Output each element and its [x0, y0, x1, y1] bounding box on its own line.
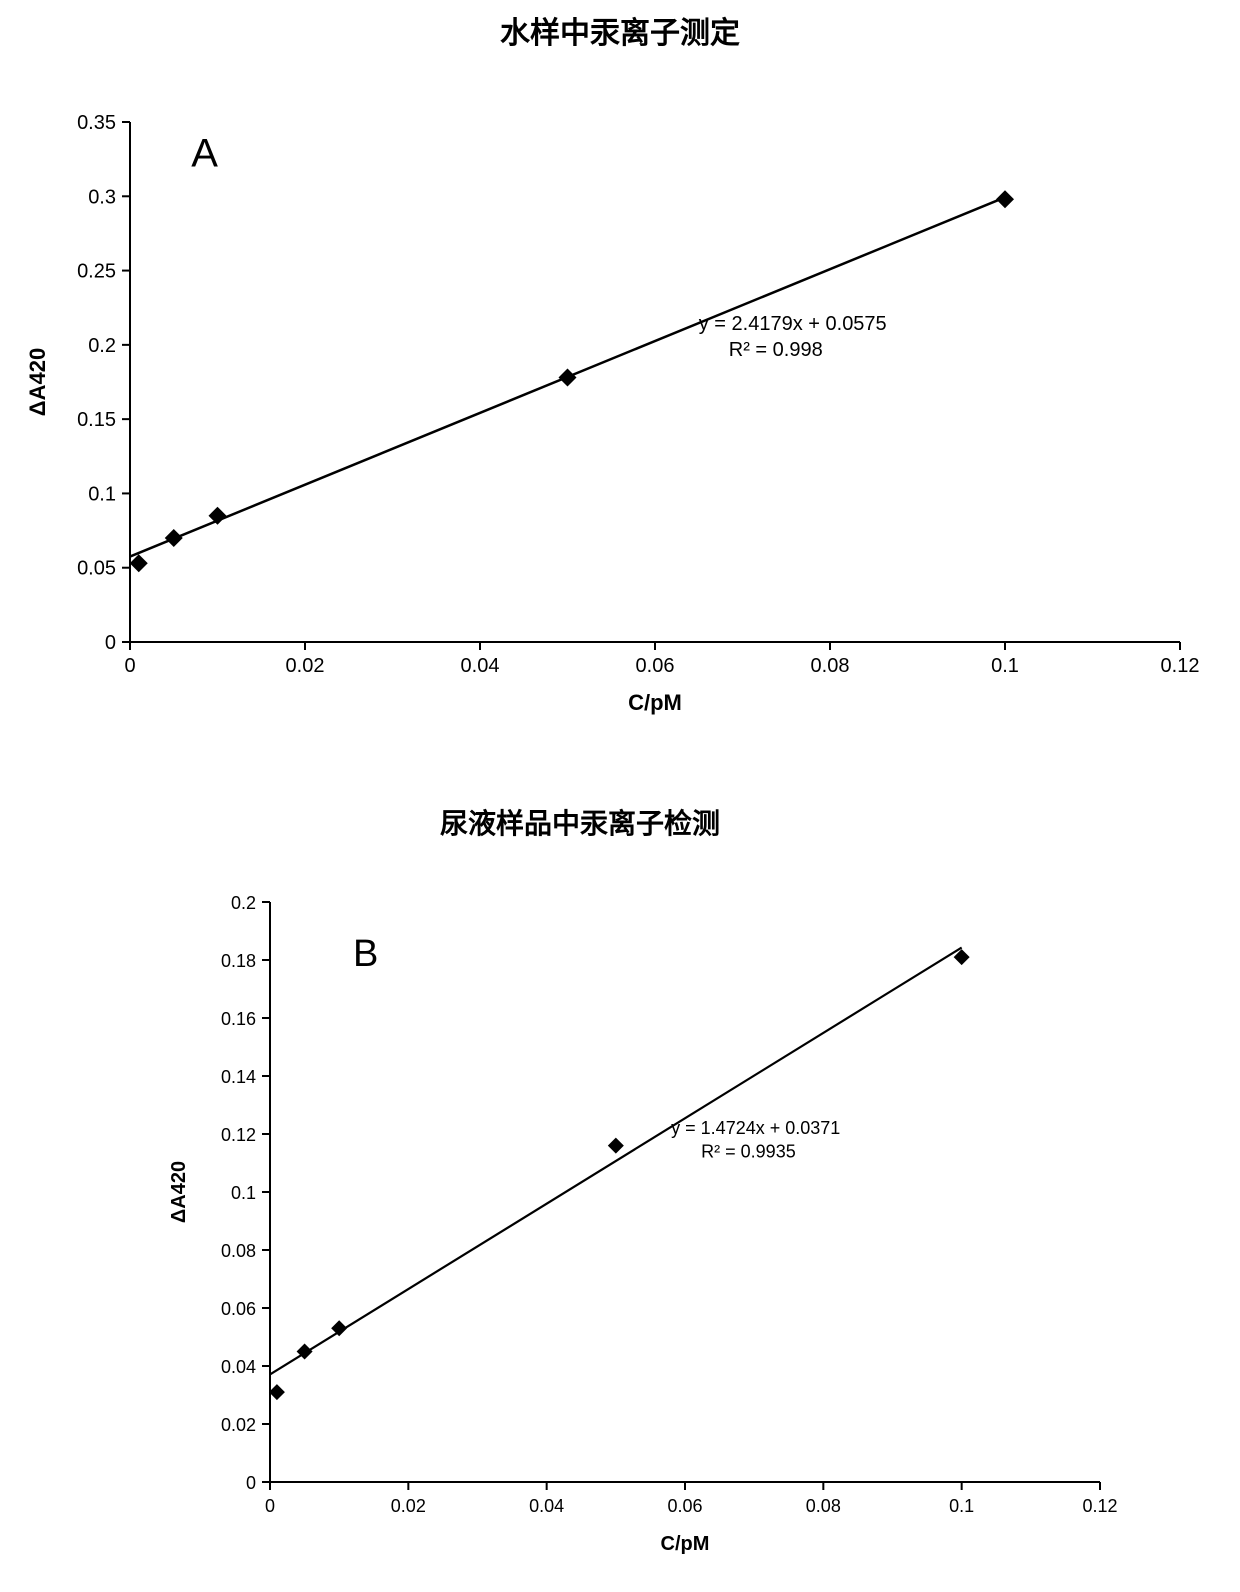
svg-text:ΔA420: ΔA420 [168, 1161, 190, 1223]
svg-text:y = 1.4724x + 0.0371: y = 1.4724x + 0.0371 [671, 1118, 840, 1138]
svg-text:0.06: 0.06 [667, 1496, 702, 1516]
chart-b-container: 尿液样品中汞离子检测 00.020.040.060.080.10.120.140… [0, 802, 1240, 1592]
svg-text:0.35: 0.35 [77, 112, 116, 134]
svg-text:0.16: 0.16 [221, 1009, 256, 1029]
svg-text:B: B [353, 933, 378, 975]
svg-text:0.15: 0.15 [77, 409, 116, 431]
svg-text:0: 0 [124, 655, 135, 677]
svg-text:0.25: 0.25 [77, 261, 116, 283]
svg-text:0.04: 0.04 [529, 1496, 564, 1516]
svg-text:0.02: 0.02 [221, 1415, 256, 1435]
svg-text:R² = 0.9935: R² = 0.9935 [701, 1141, 796, 1161]
svg-text:0.1: 0.1 [949, 1496, 974, 1516]
svg-text:R² = 0.998: R² = 0.998 [729, 339, 823, 361]
svg-text:0: 0 [246, 1473, 256, 1493]
svg-text:0: 0 [265, 1496, 275, 1516]
svg-text:0.08: 0.08 [806, 1496, 841, 1516]
chart-b-svg: 0 0.02 0.04 0.06 0.08 0.1 0.12 0.14 0.16 0.18 0.2 0… [130, 842, 1160, 1592]
svg-text:0.08: 0.08 [811, 655, 850, 677]
svg-text:0.02: 0.02 [286, 655, 325, 677]
svg-text:0.2: 0.2 [231, 893, 256, 913]
svg-text:0.1: 0.1 [88, 483, 116, 505]
chart-b-title: 尿液样品中汞离子检测 [0, 802, 1030, 842]
svg-text:0.04: 0.04 [221, 1357, 256, 1377]
svg-text:0.06: 0.06 [636, 655, 675, 677]
svg-text:0.12: 0.12 [1082, 1496, 1117, 1516]
svg-text:0.08: 0.08 [221, 1241, 256, 1261]
svg-text:C/pM: C/pM [661, 1533, 710, 1555]
chart-a-title: 水样中汞离子测定 [0, 0, 1240, 52]
svg-text:0.14: 0.14 [221, 1067, 256, 1087]
svg-text:0.2: 0.2 [88, 335, 116, 357]
svg-text:0: 0 [105, 632, 116, 654]
svg-text:0.12: 0.12 [221, 1125, 256, 1145]
svg-text:y = 2.4179x + 0.0575: y = 2.4179x + 0.0575 [699, 313, 887, 335]
svg-text:0.02: 0.02 [391, 1496, 426, 1516]
chart-a-svg: 0 0.05 0.1 0.15 0.2 0.25 0.3 0.35 0 0.02 0.04 0.06 0… [0, 52, 1210, 772]
svg-text:0.1: 0.1 [231, 1183, 256, 1203]
svg-text:0.05: 0.05 [77, 558, 116, 580]
svg-text:0.04: 0.04 [461, 655, 500, 677]
svg-text:0.3: 0.3 [88, 186, 116, 208]
svg-text:C/pM: C/pM [628, 690, 682, 715]
svg-text:0.06: 0.06 [221, 1299, 256, 1319]
svg-text:0.12: 0.12 [1161, 655, 1200, 677]
svg-text:0.18: 0.18 [221, 951, 256, 971]
svg-text:A: A [191, 132, 218, 176]
svg-text:ΔA420: ΔA420 [25, 348, 50, 416]
chart-a-container: 水样中汞离子测定 0 0.05 0.1 0.15 0.2 0.25 0.3 0.35 0 0.02… [0, 0, 1240, 772]
svg-text:0.1: 0.1 [991, 655, 1019, 677]
